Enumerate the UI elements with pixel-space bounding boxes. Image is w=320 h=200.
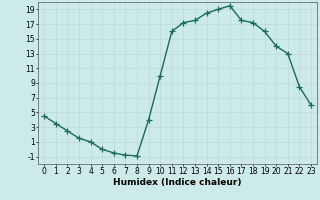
X-axis label: Humidex (Indice chaleur): Humidex (Indice chaleur): [113, 178, 242, 187]
